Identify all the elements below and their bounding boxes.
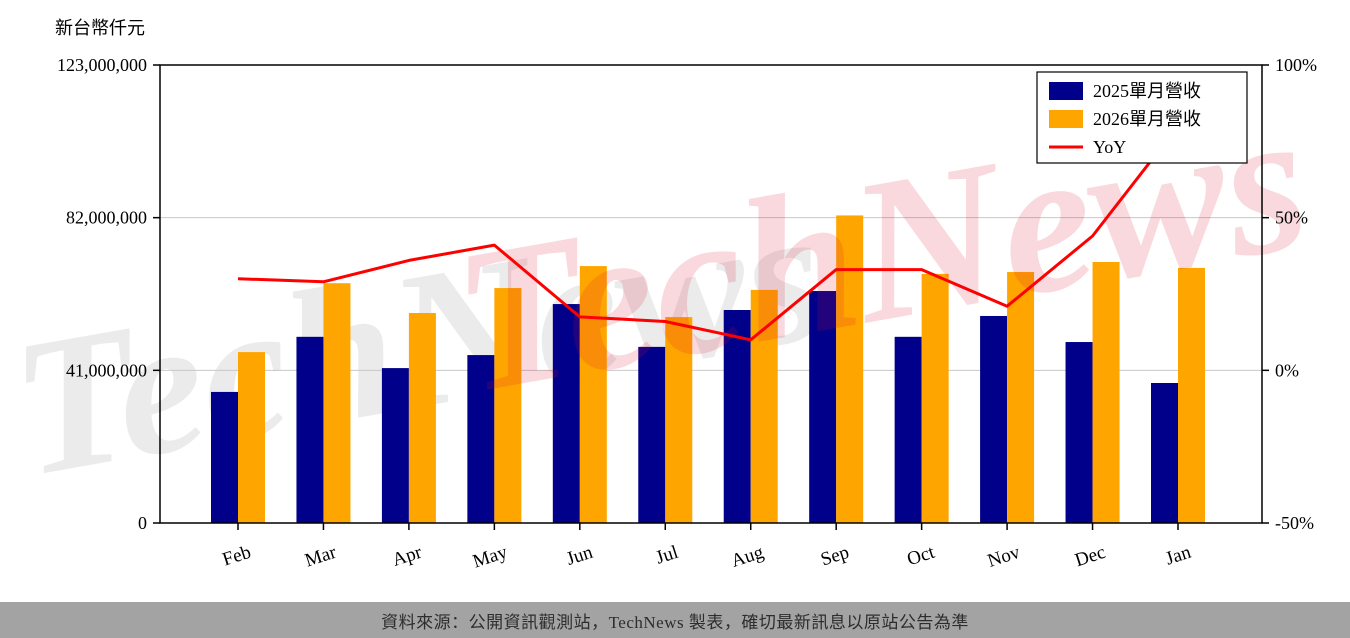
bar-2025單月營收-Apr bbox=[381, 368, 409, 523]
bar-2025單月營收-Jul bbox=[638, 346, 666, 523]
left-axis-tick-label: 41,000,000 bbox=[66, 360, 147, 380]
bar-2025單月營收-Mar bbox=[296, 336, 324, 523]
right-axis-tick-label: 50% bbox=[1275, 208, 1308, 228]
y-axis-unit-label: 新台幣仟元 bbox=[55, 18, 145, 38]
bar-2025單月營收-Oct bbox=[894, 336, 922, 523]
yoy-line bbox=[237, 125, 1180, 342]
bar-2025單月營收-Jun bbox=[552, 304, 580, 523]
plot-border bbox=[159, 64, 1263, 524]
left-axis-tick-label: 82,000,000 bbox=[66, 208, 147, 228]
x-axis-label-Sep: Sep bbox=[818, 542, 852, 571]
x-axis-label-Jan: Jan bbox=[1163, 542, 1194, 570]
bar-2026單月營收-Sep bbox=[836, 215, 864, 523]
x-axis-label-Dec: Dec bbox=[1073, 542, 1109, 571]
bar-2025單月營收-May bbox=[467, 355, 495, 523]
legend-label-1: 2025單月營收 bbox=[1093, 81, 1201, 101]
x-axis-label-Oct: Oct bbox=[905, 542, 938, 571]
legend-swatch-1 bbox=[1049, 82, 1083, 100]
x-axis-label-Apr: Apr bbox=[390, 542, 425, 571]
right-axis-tick-label: 0% bbox=[1275, 360, 1299, 380]
bar-2026單月營收-Jul bbox=[665, 317, 693, 523]
bar-2026單月營收-Dec bbox=[1092, 261, 1120, 523]
x-axis-label-Nov: Nov bbox=[985, 542, 1023, 572]
right-axis-tick-label: -50% bbox=[1275, 513, 1314, 533]
bar-2025單月營收-Jan bbox=[1151, 382, 1178, 523]
monthly-revenue-yoy-chart: TechNewsTechNews041,000,00082,000,000123… bbox=[0, 55, 1323, 573]
bar-2026單月營收-Nov bbox=[1007, 272, 1035, 523]
legend-label-2: 2026單月營收 bbox=[1093, 109, 1201, 129]
legend-label-3: YoY bbox=[1093, 137, 1126, 157]
bar-2026單月營收-May bbox=[494, 288, 522, 523]
x-axis-label-Jun: Jun bbox=[564, 542, 596, 570]
x-axis-label-May: May bbox=[470, 542, 510, 573]
bar-2026單月營收-Apr bbox=[408, 312, 436, 523]
bar-2025單月營收-Dec bbox=[1065, 342, 1093, 523]
x-axis-label-Aug: Aug bbox=[729, 542, 767, 572]
bar-2025單月營收-Aug bbox=[723, 310, 751, 523]
bar-2025單月營收-Sep bbox=[809, 291, 837, 523]
right-axis-tick-label: 100% bbox=[1275, 55, 1317, 75]
bar-2026單月營收-Oct bbox=[921, 273, 949, 523]
bar-2025單月營收-Nov bbox=[980, 315, 1008, 523]
x-axis-label-Mar: Mar bbox=[302, 542, 339, 572]
bar-2026單月營收-Feb bbox=[238, 352, 265, 523]
bar-2026單月營收-Jun bbox=[579, 266, 607, 523]
bar-2026單月營收-Mar bbox=[323, 283, 351, 523]
source-footer: 資料來源：公開資訊觀測站，TechNews 製表，確切最新訊息以原站公告為準 bbox=[0, 602, 1350, 638]
x-axis-label-Feb: Feb bbox=[220, 542, 254, 571]
bar-2026單月營收-Jan bbox=[1178, 267, 1205, 523]
left-axis-tick-label: 123,000,000 bbox=[57, 55, 147, 75]
source-footer-text: 資料來源：公開資訊觀測站，TechNews 製表，確切最新訊息以原站公告為準 bbox=[381, 612, 969, 632]
left-axis-tick-label: 0 bbox=[138, 513, 147, 533]
bar-2025單月營收-Feb bbox=[211, 391, 238, 523]
legend-swatch-2 bbox=[1049, 110, 1083, 128]
x-axis-label-Jul: Jul bbox=[653, 542, 681, 569]
